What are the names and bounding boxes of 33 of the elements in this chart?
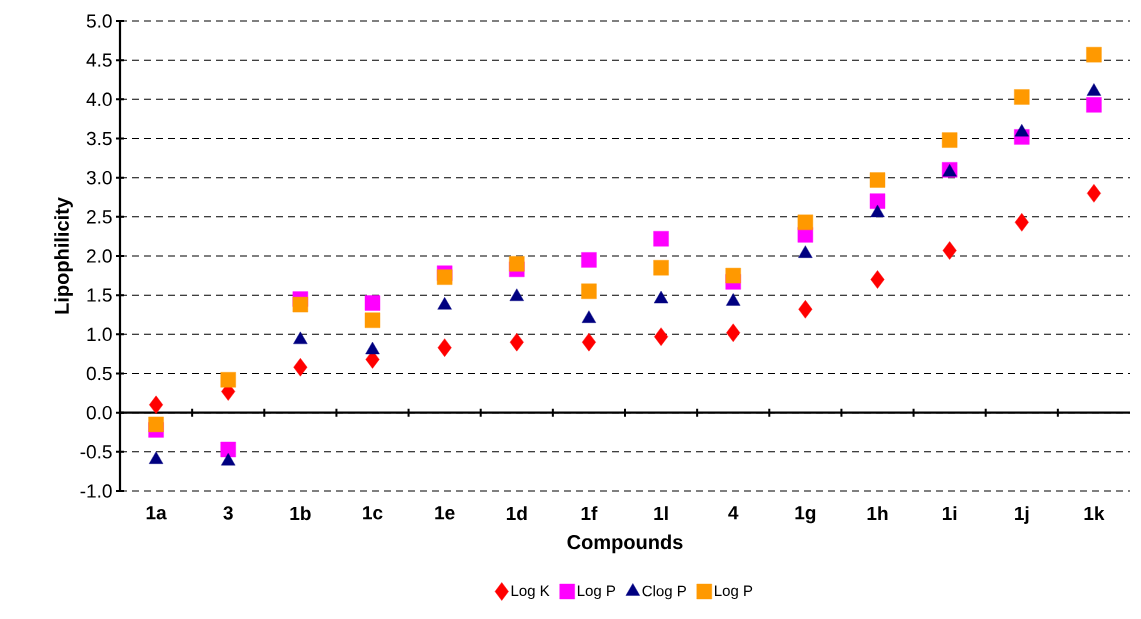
y-tick-label: 1.0 (87, 327, 112, 342)
y-tick-label: 0.5 (86, 366, 112, 381)
x-tick-label: 1i (942, 506, 957, 520)
legend-label: Log P (715, 585, 753, 600)
x-tick-label: 1c (363, 506, 383, 520)
y-tick-label: 4.5 (86, 53, 112, 67)
y-axis-title: Lipophilicity (54, 197, 73, 314)
x-tick-label: 1l (654, 506, 668, 520)
legend-label: Log K (511, 585, 550, 600)
x-tick-label: 1d (506, 506, 527, 521)
x-tick-label: 4 (728, 506, 739, 520)
x-tick-label: 1a (146, 506, 167, 520)
legend-label: Clog P (642, 585, 686, 600)
y-tick-label: 2.5 (87, 210, 112, 224)
x-tick-label: 1k (1084, 506, 1105, 520)
y-tick-label: 3.0 (86, 170, 112, 185)
x-tick-label: 1g (795, 506, 816, 524)
legend-label: Log P (577, 585, 616, 600)
x-axis-title: Compounds (567, 534, 683, 554)
y-tick-label: -1.0 (80, 484, 112, 498)
y-tick-label: 0.0 (86, 405, 112, 420)
y-tick-label: 5.0 (86, 14, 112, 28)
y-tick-label: 1.5 (87, 288, 112, 302)
y-tick-label: 4.0 (86, 92, 112, 107)
x-tick-label: 1j (1015, 506, 1029, 524)
x-tick-label: 1h (867, 506, 888, 520)
y-tick-label: 2.0 (87, 249, 112, 263)
y-tick-label: -0.5 (80, 445, 112, 459)
x-tick-label: 3 (223, 506, 233, 520)
x-tick-label: 1e (435, 506, 455, 520)
y-tick-label: 3.5 (86, 131, 112, 146)
x-tick-label: 1f (581, 506, 598, 520)
x-tick-label: 1b (290, 506, 311, 521)
